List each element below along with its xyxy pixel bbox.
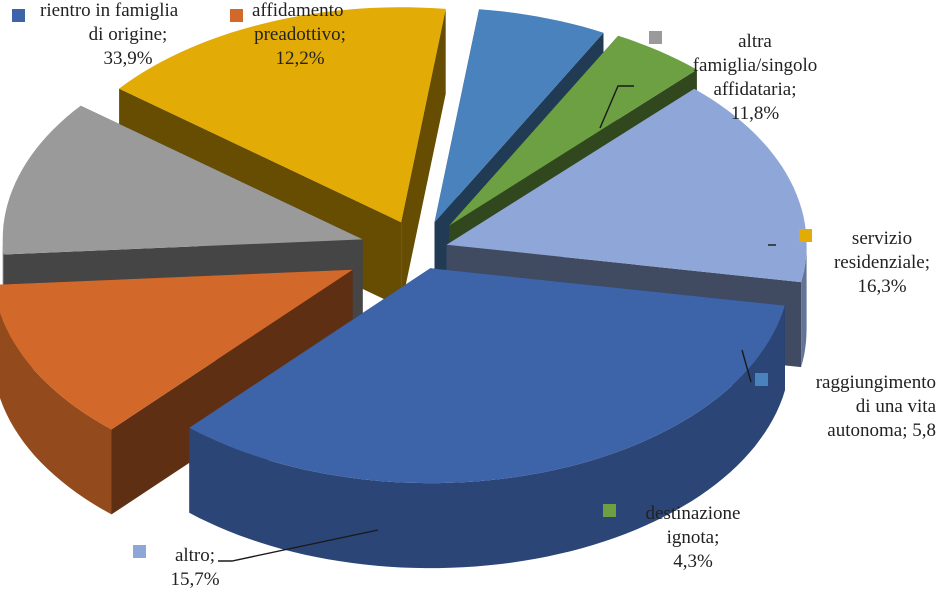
data-label-servizio-residenziale-line-2: residenziale; <box>834 252 930 273</box>
slice-servizio-residenziale-side-end <box>401 8 446 308</box>
slice-altro-outer-wall <box>801 244 807 368</box>
slice-affidamento-preadottivo-top <box>0 269 353 430</box>
data-label-destinazione-ignota-line-2: ignota; <box>667 527 720 548</box>
data-label-raggiungimento-di-una-vita-autonoma: raggiungimento di una vita autonoma; 5,8 <box>816 372 937 441</box>
slice-affidamento-preadottivo-outer-wall <box>0 312 112 515</box>
data-label-altro-line-1: altro; <box>175 545 215 566</box>
legend-swatch-servizio-residenziale <box>799 229 812 242</box>
data-label-affidamento-preadottivo-line-1: affidamento <box>252 0 343 21</box>
data-label-altra-famiglia-singolo-affidataria-line-4: 11,8% <box>731 103 780 124</box>
data-label-rientro-in-famiglia-di-origine-line-3: 33,9% <box>103 48 152 69</box>
legend-swatch-affidamento-preadottivo <box>230 9 243 22</box>
data-label-destinazione-ignota: destinazione ignota; 4,3% <box>646 503 741 572</box>
data-label-altro-line-2: 15,7% <box>170 569 219 590</box>
data-label-rientro-in-famiglia-di-origine-line-2: di origine; <box>89 24 168 45</box>
leader-line-altro <box>218 529 379 562</box>
legend-swatch-rientro-in-famiglia-di-origine <box>12 9 25 22</box>
data-label-affidamento-preadottivo-line-3: 12,2% <box>275 48 324 69</box>
data-label-altra-famiglia-singolo-affidataria-line-2: famiglia/singolo <box>693 55 818 76</box>
data-label-affidamento-preadottivo-line-2: preadottivo; <box>254 24 346 45</box>
slice-altra-famiglia-singolo-affidataria-top <box>2 105 363 255</box>
data-label-servizio-residenziale-line-1: servizio <box>852 228 912 249</box>
slice-rientro-in-famiglia-di-origine-outer-wall <box>189 305 785 569</box>
data-label-destinazione-ignota-line-3: 4,3% <box>673 551 713 572</box>
slice-affidamento-preadottivo-side-start <box>111 269 353 515</box>
data-label-affidamento-preadottivo: affidamento preadottivo; 12,2% <box>252 0 346 69</box>
data-label-destinazione-ignota-line-1: destinazione <box>646 503 741 524</box>
legend-swatch-raggiungimento-di-una-vita-autonoma <box>755 373 768 386</box>
slice-destinazione-ignota-top <box>449 35 697 226</box>
slice-raggiungimento-di-una-vita-autonoma-top <box>434 9 604 223</box>
data-label-altra-famiglia-singolo-affidataria: altra famiglia/singolo affidataria; 11,8% <box>693 31 818 124</box>
legend-swatch-altro <box>133 545 146 558</box>
slice-rientro-in-famiglia-di-origine-top <box>189 268 785 484</box>
legend-swatch-destinazione-ignota <box>603 504 616 517</box>
slice-altro-top <box>446 88 807 283</box>
slice-servizio-residenziale-top <box>119 7 446 223</box>
data-label-altra-famiglia-singolo-affidataria-line-1: altra <box>738 31 772 52</box>
legend-swatch-altra-famiglia-singolo-affidataria <box>649 31 662 44</box>
leader-line-raggiungimento-di-una-vita-autonoma <box>741 349 752 383</box>
data-label-servizio-residenziale-line-3: 16,3% <box>857 276 906 297</box>
data-label-raggiungimento-di-una-vita-autonoma-line-3: autonoma; 5,8 <box>827 420 936 441</box>
data-label-altro: altro; 15,7% <box>170 545 219 590</box>
leader-line-altra-famiglia-singolo-affidataria <box>599 85 634 129</box>
data-label-servizio-residenziale: servizio residenziale; 16,3% <box>834 228 930 297</box>
data-label-rientro-in-famiglia-di-origine-line-1: rientro in famiglia <box>40 0 179 21</box>
data-label-raggiungimento-di-una-vita-autonoma-line-1: raggiungimento <box>816 372 936 393</box>
data-label-rientro-in-famiglia-di-origine: rientro in famiglia di origine; 33,9% <box>40 0 179 69</box>
data-label-raggiungimento-di-una-vita-autonoma-line-2: di una vita <box>856 396 937 417</box>
data-label-altra-famiglia-singolo-affidataria-line-3: affidataria; <box>714 79 797 100</box>
